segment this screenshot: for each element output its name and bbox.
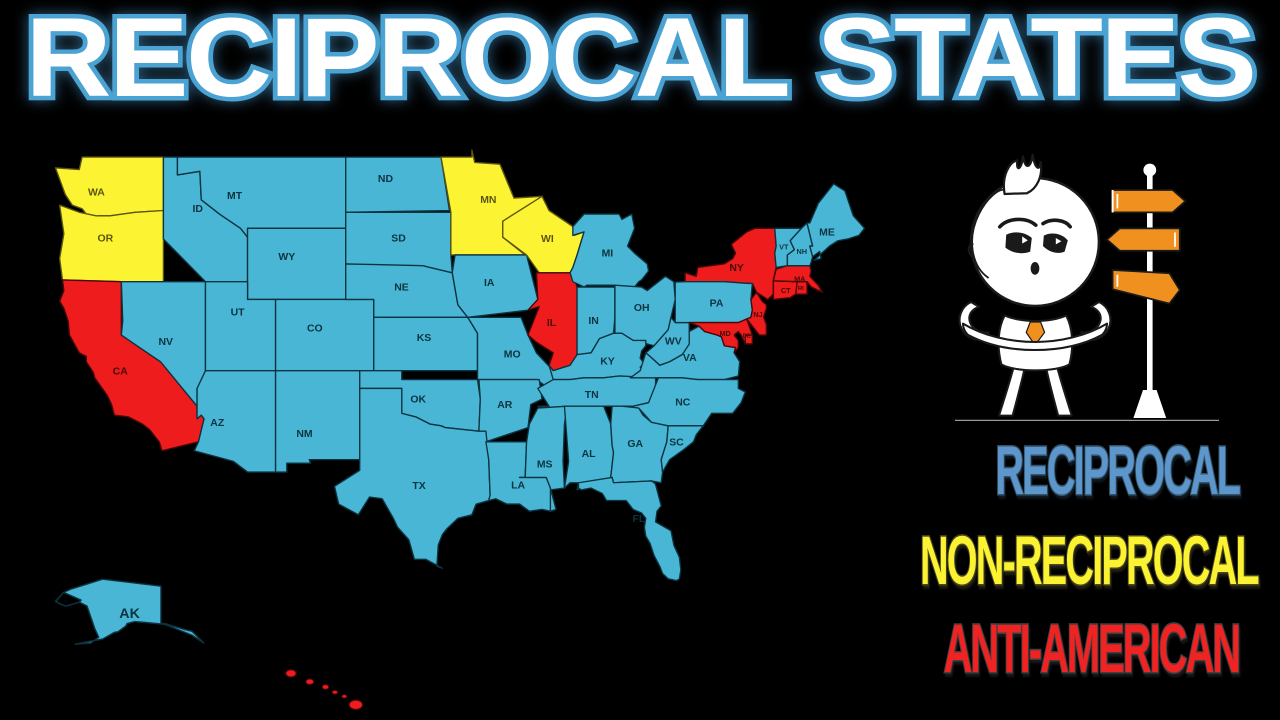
svg-text:DE: DE <box>743 333 751 339</box>
svg-text:NM: NM <box>296 429 313 440</box>
svg-text:MO: MO <box>504 350 521 361</box>
svg-text:IL: IL <box>547 318 557 329</box>
svg-text:OK: OK <box>410 394 426 405</box>
svg-text:ND: ND <box>378 174 394 185</box>
svg-text:NE: NE <box>394 283 409 294</box>
svg-text:WA: WA <box>88 188 105 199</box>
svg-text:OR: OR <box>98 233 114 244</box>
svg-text:AK: AK <box>119 606 140 622</box>
svg-text:SC: SC <box>669 437 684 448</box>
svg-text:MS: MS <box>537 459 553 470</box>
svg-text:ME: ME <box>819 228 835 239</box>
svg-text:NC: NC <box>675 397 691 408</box>
svg-text:CO: CO <box>307 323 323 334</box>
svg-text:WY: WY <box>278 252 295 263</box>
svg-text:VA: VA <box>683 353 697 364</box>
svg-text:NJ: NJ <box>753 310 762 319</box>
svg-text:NY: NY <box>729 263 744 274</box>
svg-text:VT: VT <box>779 243 789 252</box>
svg-text:WI: WI <box>541 234 554 245</box>
svg-text:MT: MT <box>227 191 243 202</box>
svg-text:TN: TN <box>585 390 599 401</box>
svg-text:NH: NH <box>796 247 807 256</box>
svg-text:RI: RI <box>798 286 804 292</box>
svg-text:FL: FL <box>632 514 645 525</box>
svg-text:UT: UT <box>231 307 246 318</box>
svg-text:CT: CT <box>781 286 791 295</box>
svg-text:IA: IA <box>484 278 495 289</box>
svg-text:MN: MN <box>480 195 496 206</box>
svg-text:ID: ID <box>192 204 203 215</box>
svg-text:AL: AL <box>582 449 597 460</box>
svg-text:MD: MD <box>719 329 730 338</box>
svg-text:WV: WV <box>665 336 682 347</box>
svg-text:IN: IN <box>588 316 598 327</box>
svg-text:AR: AR <box>497 400 513 411</box>
svg-text:MA: MA <box>794 274 806 283</box>
svg-text:SD: SD <box>391 233 406 244</box>
svg-text:PA: PA <box>710 299 724 310</box>
svg-text:GA: GA <box>627 439 643 450</box>
svg-text:AZ: AZ <box>210 418 225 429</box>
svg-text:MI: MI <box>602 249 614 260</box>
svg-text:TX: TX <box>412 481 425 492</box>
svg-text:LA: LA <box>511 481 525 492</box>
svg-text:NV: NV <box>158 337 173 348</box>
svg-text:OH: OH <box>634 303 650 314</box>
svg-text:CA: CA <box>113 367 129 378</box>
svg-text:KY: KY <box>600 356 615 367</box>
svg-text:KS: KS <box>417 333 432 344</box>
